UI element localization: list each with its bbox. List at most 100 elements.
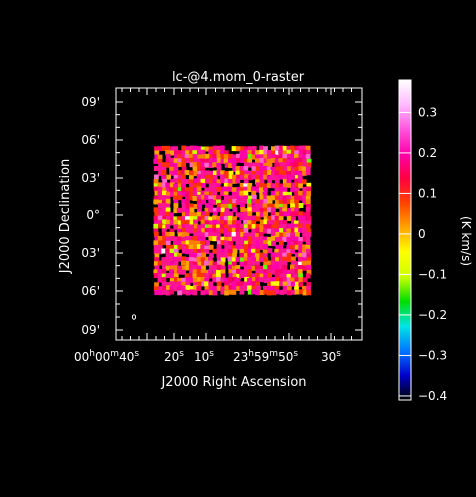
map-pixel	[251, 232, 257, 238]
map-pixel	[165, 198, 171, 204]
map-pixel	[224, 204, 230, 209]
map-pixel	[197, 252, 202, 258]
map-pixel	[223, 154, 229, 160]
map-pixel	[192, 183, 198, 189]
map-pixel	[259, 195, 265, 201]
map-pixel	[290, 199, 295, 205]
map-pixel	[153, 261, 159, 267]
map-pixel	[208, 232, 214, 237]
map-pixel	[259, 257, 264, 263]
map-pixel	[173, 178, 179, 184]
map-pixel	[157, 215, 163, 221]
map-pixel	[267, 248, 273, 254]
map-pixel	[263, 240, 269, 246]
map-pixel	[216, 269, 221, 275]
map-pixel	[196, 272, 202, 278]
map-pixel	[158, 195, 163, 201]
map-pixel	[248, 175, 253, 181]
map-pixel	[157, 235, 163, 241]
map-pixel	[267, 178, 273, 184]
map-pixel	[279, 207, 285, 213]
map-pixel	[196, 269, 202, 275]
map-pixel	[181, 212, 187, 218]
map-pixel	[189, 150, 194, 156]
map-pixel	[302, 290, 308, 296]
map-pixel	[283, 182, 288, 188]
map-pixel	[244, 277, 249, 282]
map-pixel	[305, 207, 311, 213]
map-pixel	[283, 232, 288, 237]
map-pixel	[208, 170, 214, 176]
map-pixel	[244, 248, 249, 254]
map-pixel	[247, 252, 253, 258]
map-pixel	[200, 249, 206, 254]
map-pixel	[220, 228, 226, 234]
map-pixel	[216, 220, 222, 226]
map-pixel	[298, 273, 303, 279]
map-pixel	[176, 207, 182, 213]
map-pixel	[274, 178, 280, 184]
map-pixel	[236, 286, 242, 291]
map-pixel	[302, 285, 307, 291]
map-pixel	[298, 227, 303, 233]
map-pixel	[196, 199, 202, 205]
map-pixel	[239, 240, 245, 246]
map-pixel	[243, 244, 249, 250]
map-pixel	[239, 150, 245, 156]
map-pixel	[185, 285, 191, 291]
map-pixel	[212, 175, 218, 180]
map-pixel	[165, 191, 171, 197]
map-pixel	[266, 286, 272, 291]
map-pixel	[255, 261, 260, 267]
map-pixel	[205, 269, 210, 275]
map-pixel	[274, 265, 280, 271]
map-pixel	[161, 240, 167, 246]
map-pixel	[282, 166, 288, 172]
map-pixel	[223, 228, 229, 234]
map-pixel	[259, 154, 264, 160]
map-pixel	[154, 166, 159, 171]
map-pixel	[205, 175, 211, 181]
map-pixel	[204, 260, 209, 266]
map-pixel	[185, 228, 190, 234]
map-pixel	[278, 220, 284, 226]
map-pixel	[235, 232, 241, 237]
map-pixel	[216, 277, 221, 282]
map-pixel	[274, 195, 280, 201]
map-pixel	[263, 269, 269, 275]
map-pixel	[270, 281, 276, 287]
map-pixel	[169, 228, 175, 234]
map-pixel	[196, 162, 202, 167]
map-pixel	[185, 219, 191, 225]
map-pixel	[181, 162, 187, 168]
map-pixel	[197, 178, 203, 184]
map-pixel	[212, 145, 218, 151]
x-tick-label: 23h59m50s	[233, 349, 298, 364]
map-pixel	[279, 162, 284, 168]
map-pixel	[271, 207, 276, 213]
map-pixel	[251, 260, 257, 266]
map-pixel	[282, 264, 288, 270]
map-pixel	[286, 161, 292, 167]
map-pixel	[184, 170, 190, 176]
map-pixel	[157, 190, 163, 196]
map-pixel	[262, 249, 268, 255]
map-pixel	[239, 252, 245, 258]
map-pixel	[294, 187, 300, 193]
map-pixel	[216, 244, 222, 250]
map-pixel	[181, 269, 186, 275]
map-pixel	[158, 290, 163, 296]
map-pixel	[220, 248, 226, 254]
map-pixel	[256, 162, 261, 168]
map-pixel	[231, 187, 237, 193]
map-pixel	[259, 174, 265, 180]
map-pixel	[263, 257, 269, 263]
map-pixel	[184, 224, 190, 229]
x-axis-label: J2000 Right Ascension	[160, 375, 306, 390]
map-pixel	[270, 195, 276, 201]
map-pixel	[294, 241, 299, 246]
map-pixel	[209, 220, 214, 226]
map-pixel	[254, 203, 260, 209]
map-pixel	[259, 166, 265, 172]
map-pixel	[301, 179, 307, 185]
